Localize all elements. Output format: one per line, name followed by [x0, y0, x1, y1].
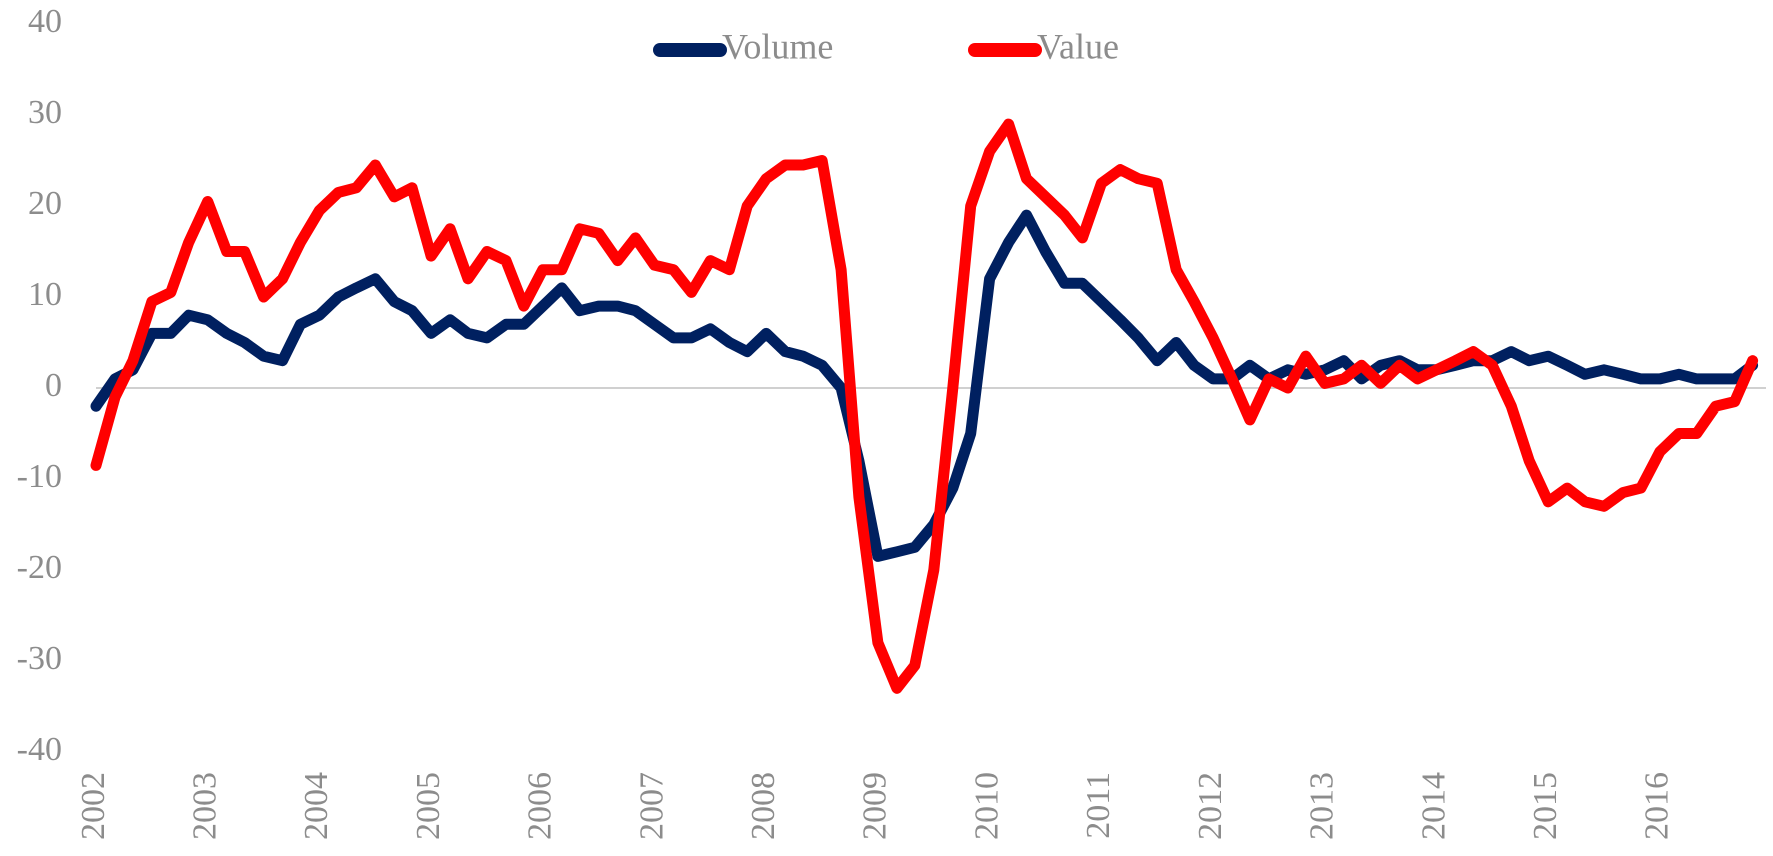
y-tick-label: -40 — [17, 731, 62, 768]
x-tick-label: 2015 — [1527, 772, 1564, 840]
x-tick-label: 2005 — [410, 772, 447, 840]
series-line — [90, 209, 1759, 562]
x-tick-label: 2003 — [187, 772, 224, 840]
y-tick-label: -20 — [17, 549, 62, 586]
x-tick-label: 2014 — [1415, 772, 1452, 840]
legend-label: Value — [1037, 26, 1119, 66]
x-tick-label: 2006 — [522, 772, 559, 840]
x-tick-label: 2012 — [1192, 772, 1229, 840]
y-tick-label: -10 — [17, 458, 62, 495]
y-tick-label: 30 — [28, 94, 62, 131]
x-tick-label: 2002 — [75, 772, 112, 840]
x-tick-label: 2016 — [1639, 772, 1676, 840]
x-tick-label: 2011 — [1080, 772, 1117, 839]
y-tick-label: 40 — [28, 3, 62, 40]
x-tick-label: 2004 — [298, 772, 335, 840]
x-tick-label: 2009 — [857, 772, 894, 840]
y-tick-label: 20 — [28, 185, 62, 222]
series-line — [90, 118, 1759, 694]
y-tick-label: 10 — [28, 276, 62, 313]
x-tick-label: 2008 — [745, 772, 782, 840]
y-tick-label: 0 — [45, 367, 62, 404]
y-tick-label: -30 — [17, 640, 62, 677]
legend-label: Volume — [722, 26, 833, 66]
x-tick-label: 2013 — [1304, 772, 1341, 840]
x-tick-label: 2007 — [633, 772, 670, 840]
x-tick-label: 2010 — [968, 772, 1005, 840]
